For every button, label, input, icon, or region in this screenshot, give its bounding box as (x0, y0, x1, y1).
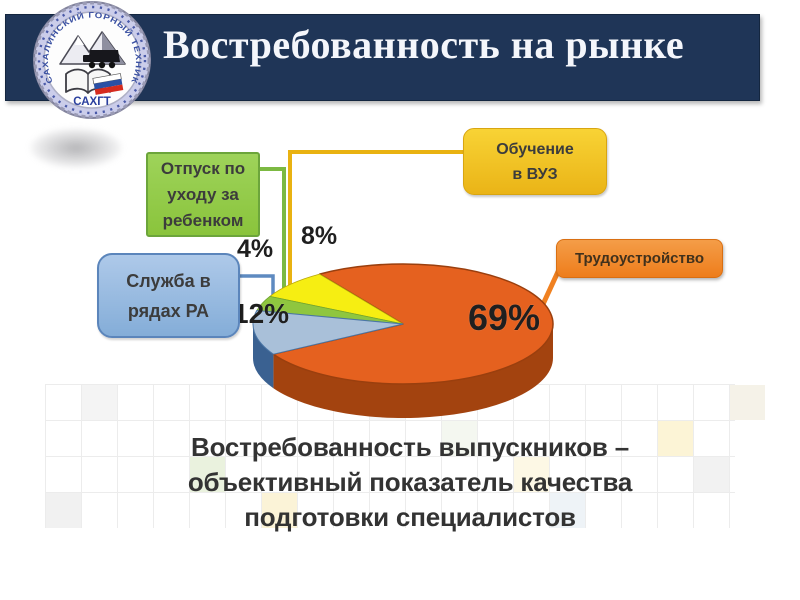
page-title: Востребованность на рынке (163, 22, 685, 67)
slide-caption: Востребованность выпускников – объективн… (60, 430, 760, 535)
callout-line: рядах РА (127, 300, 210, 321)
callout-line: Обучение (496, 140, 574, 158)
pie-label-army: 12% (233, 298, 290, 329)
callout-line: Отпуск по (160, 158, 246, 178)
college-emblem: САХАЛИНСКИЙ ГОРНЫЙ ТЕХНИКУМ САХГТ (32, 0, 151, 119)
emblem-dots (37, 5, 147, 115)
emblem-truck-icon (83, 50, 120, 69)
pie-label-leave: 4% (237, 235, 274, 263)
emblem-scallop (33, 1, 151, 119)
callout-line: в ВУЗ (512, 165, 558, 183)
pie-label-university: 8% (301, 222, 338, 250)
caption-line-1: Востребованность выпускников – (191, 432, 629, 462)
connector-leave (254, 167, 286, 299)
callout-line: Служба в (126, 270, 211, 291)
callout-army-service: Служба в рядах РА (97, 253, 240, 338)
emblem-flag-icon (92, 73, 124, 95)
caption-line-2: объективный показатель качества (187, 467, 633, 497)
callout-employment: Трудоустройство (556, 239, 723, 278)
pie-label-employment: 69% (468, 297, 541, 338)
emblem-abbr: САХГТ (73, 96, 111, 108)
callout-line: ребенком (162, 210, 244, 230)
shadow-smudge (30, 128, 122, 168)
callout-line: уходу за (167, 184, 239, 204)
callout-university: Обучение в ВУЗ (463, 128, 607, 195)
callout-parental-leave: Отпуск по уходу за ребенком (146, 152, 260, 237)
caption-line-3: подготовки специалистов (244, 502, 576, 532)
callout-line: Трудоустройство (574, 249, 705, 267)
